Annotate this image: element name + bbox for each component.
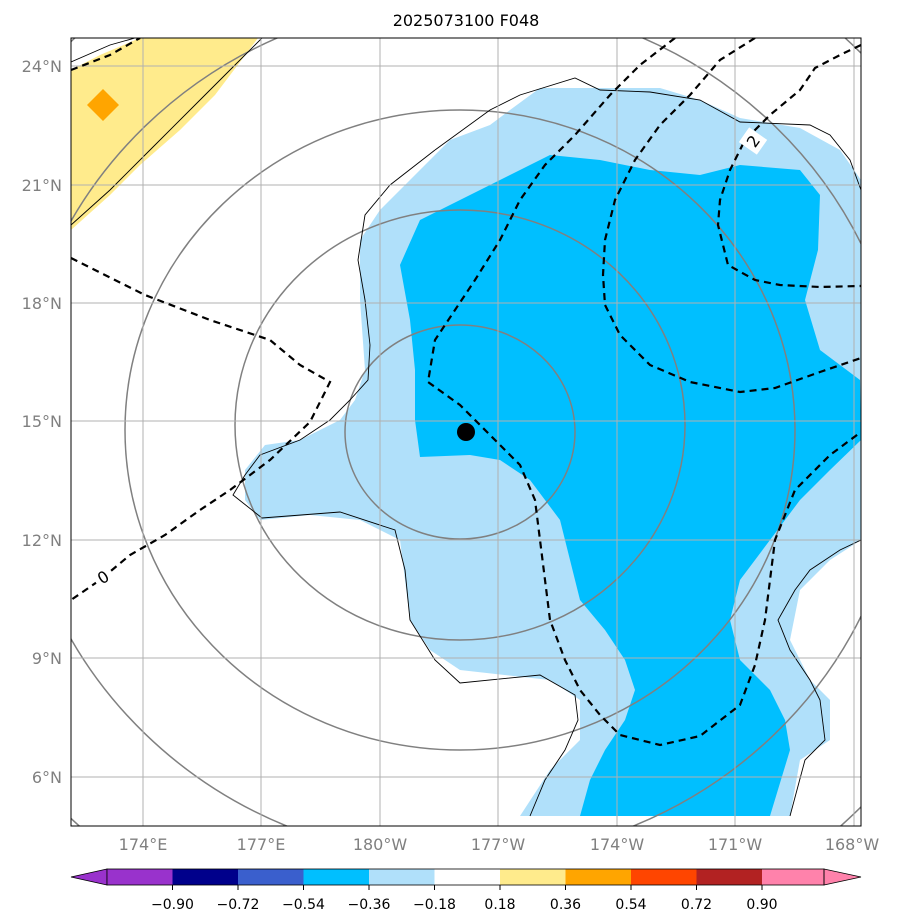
colorbar-bin (369, 869, 435, 885)
positive-anomaly-region (71, 38, 258, 230)
lat-tick: 12°N (22, 531, 62, 550)
colorbar-bin (696, 869, 762, 885)
thin-contours (71, 38, 861, 817)
colorbar-tick-label: −0.36 (348, 897, 391, 913)
colorbar-tick-label: 0.18 (484, 897, 515, 913)
colorbar-bin (238, 869, 304, 885)
lat-tick: 15°N (22, 412, 62, 431)
lat-tick: 21°N (22, 176, 62, 195)
lon-tick: 180°W (353, 835, 408, 854)
colorbar-tick-label: −0.54 (282, 897, 325, 913)
lat-tick: 18°N (22, 294, 62, 313)
lon-tick: 177°E (237, 835, 286, 854)
colorbar-bin (107, 869, 173, 885)
lat-tick: 9°N (32, 649, 62, 668)
colorbar: −0.90 −0.72 −0.54 −0.36 −0.18 0.18 0.36 … (70, 868, 862, 913)
orange-diamond-marker (87, 89, 119, 121)
lon-tick: 171°W (708, 835, 763, 854)
colorbar-tick-label: 0.90 (746, 897, 777, 913)
colorbar-low-extend (70, 868, 108, 886)
colorbar-tick-label: −0.72 (217, 897, 260, 913)
colorbar-bin (631, 869, 697, 885)
lon-tick: 174°W (590, 835, 645, 854)
colorbar-tick-label: 0.36 (550, 897, 581, 913)
deep-blue-region (400, 155, 861, 816)
colorbar-bin (172, 869, 238, 885)
lat-tick: 6°N (32, 768, 62, 787)
lat-tick: 24°N (22, 57, 62, 76)
lon-tick: 174°E (119, 835, 168, 854)
colorbar-bin (303, 869, 369, 885)
colorbar-bin (565, 869, 631, 885)
lon-tick: 168°W (825, 835, 880, 854)
colorbar-tick-label: −0.90 (151, 897, 194, 913)
colorbar-bin (762, 869, 824, 885)
colorbar-tick-label: 0.54 (615, 897, 646, 913)
colorbar-high-extend (823, 868, 862, 886)
colorbar-bin (500, 869, 566, 885)
colorbar-tick-label: −0.18 (413, 897, 456, 913)
latitude-labels: 24°N 21°N 18°N 15°N 12°N 9°N 6°N (22, 57, 62, 787)
colorbar-ticks (172, 885, 763, 890)
lon-tick: 177°W (471, 835, 526, 854)
gridlines (71, 38, 861, 826)
center-dot (457, 423, 475, 441)
longitude-labels: 174°E 177°E 180°W 177°W 174°W 171°W 168°… (119, 835, 880, 854)
colorbar-tick-label: 0.72 (681, 897, 712, 913)
dashed-contours (71, 38, 861, 747)
map-frame (70, 37, 862, 827)
colorbar-frame (106, 868, 825, 886)
chart-title: 2025073100 F048 (393, 11, 540, 30)
colorbar-bin (434, 869, 500, 885)
